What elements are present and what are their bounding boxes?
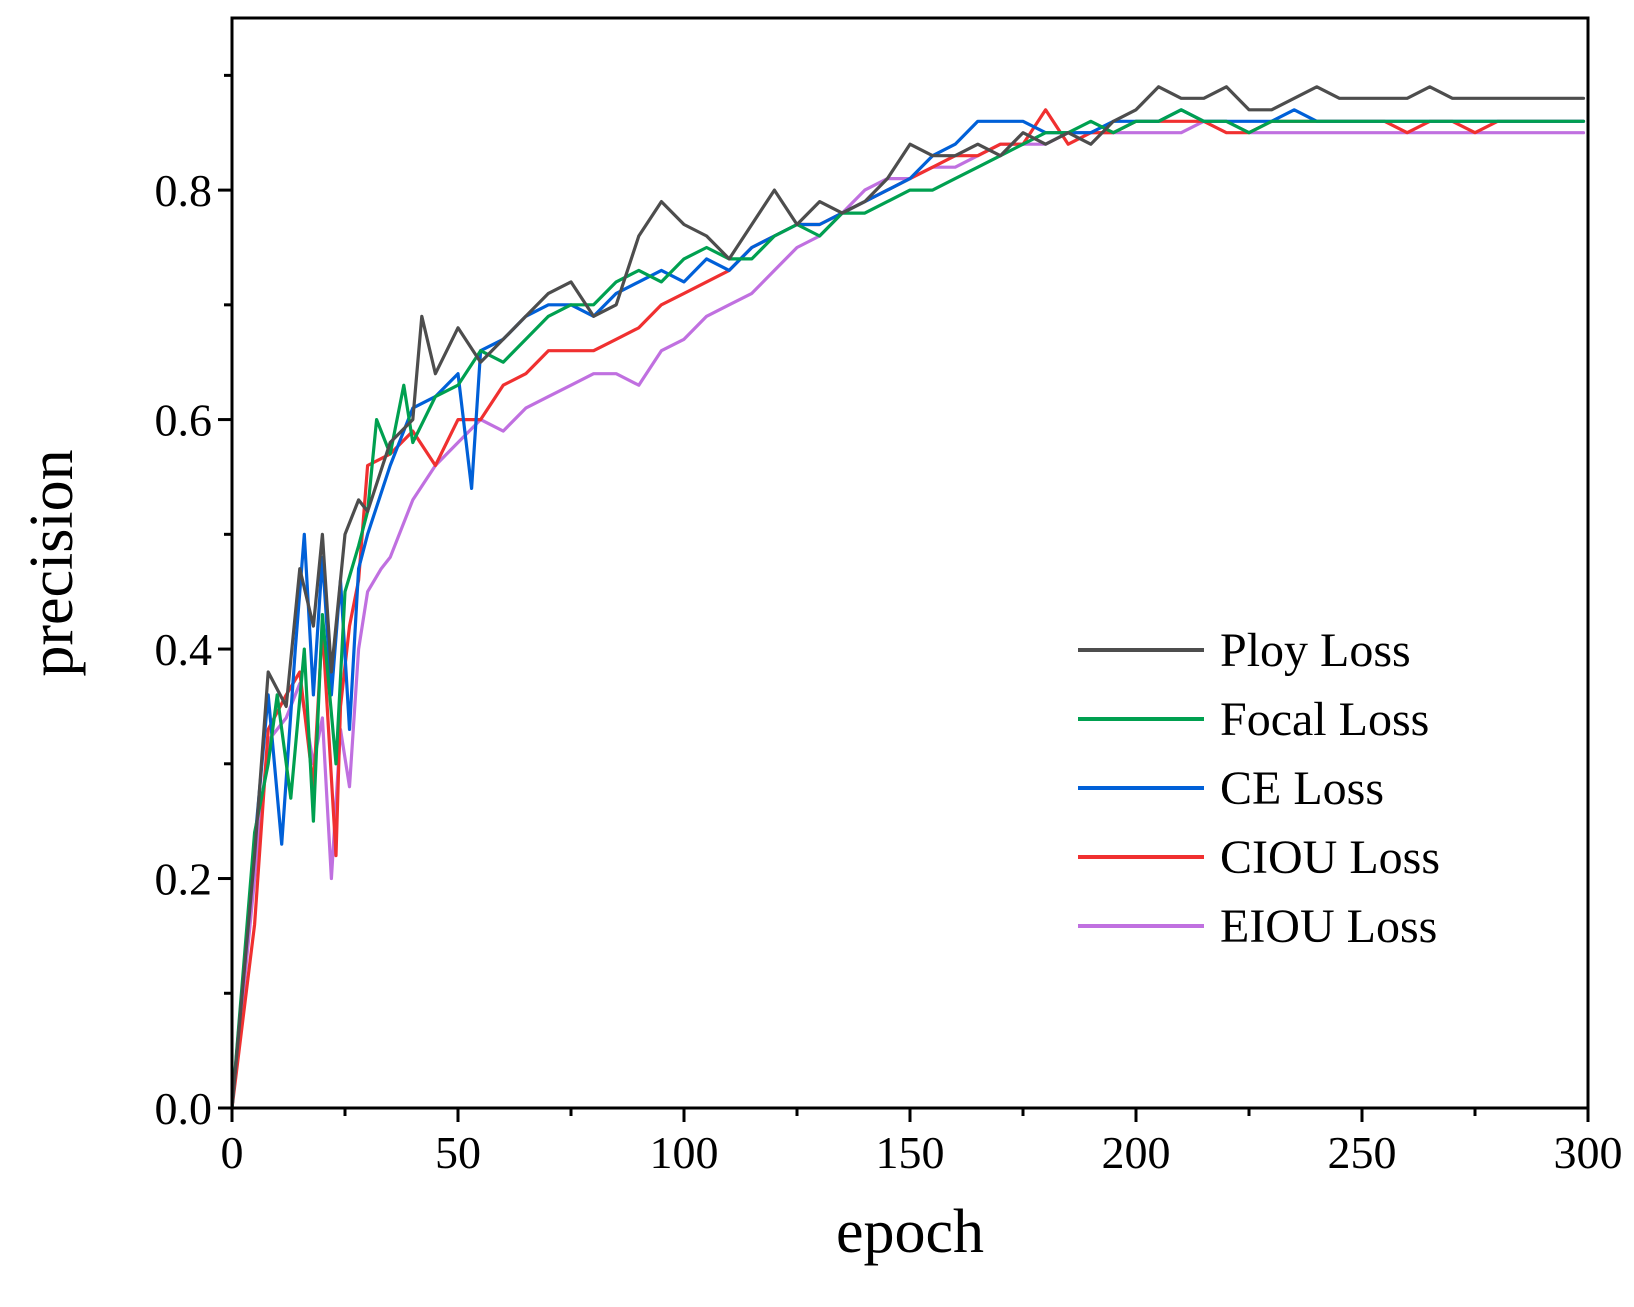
series-line-4	[230, 119, 1586, 1110]
axes-layer: 0 50 100 150 200 250 300 0.0 0.2 0.4 0.6 0.8	[155, 16, 1623, 1178]
y-tick-label-3: 0.6	[155, 395, 213, 446]
series-line-1	[230, 108, 1586, 1110]
x-tick-label-2: 100	[650, 1127, 719, 1178]
legend-label-3: CIOU Loss	[1220, 831, 1440, 884]
series-layer	[230, 85, 1586, 1110]
x-tick-label-5: 250	[1328, 1127, 1397, 1178]
series-line-3	[230, 108, 1586, 1110]
legend: Ploy Loss Focal Loss CE Loss CIOU Loss EIOU …	[1078, 624, 1440, 953]
x-axis-title: epoch	[836, 1198, 984, 1266]
x-tick-label-1: 50	[435, 1127, 481, 1178]
y-axis-title: precision	[18, 449, 86, 676]
y-tick-label-0: 0.0	[155, 1083, 213, 1134]
series-line-2	[230, 108, 1586, 1110]
x-tick-label-3: 150	[876, 1127, 945, 1178]
x-tick-label-4: 200	[1102, 1127, 1171, 1178]
y-tick-label-4: 0.8	[155, 165, 213, 216]
legend-label-2: CE Loss	[1220, 762, 1384, 815]
legend-label-1: Focal Loss	[1220, 693, 1429, 746]
legend-label-4: EIOU Loss	[1220, 900, 1437, 953]
x-tick-label-6: 300	[1554, 1127, 1623, 1178]
legend-label-0: Ploy Loss	[1220, 624, 1411, 677]
x-tick-label-0: 0	[221, 1127, 244, 1178]
y-tick-label-2: 0.4	[155, 624, 213, 675]
series-line-0	[230, 85, 1586, 1110]
y-tick-label-1: 0.2	[155, 854, 213, 905]
